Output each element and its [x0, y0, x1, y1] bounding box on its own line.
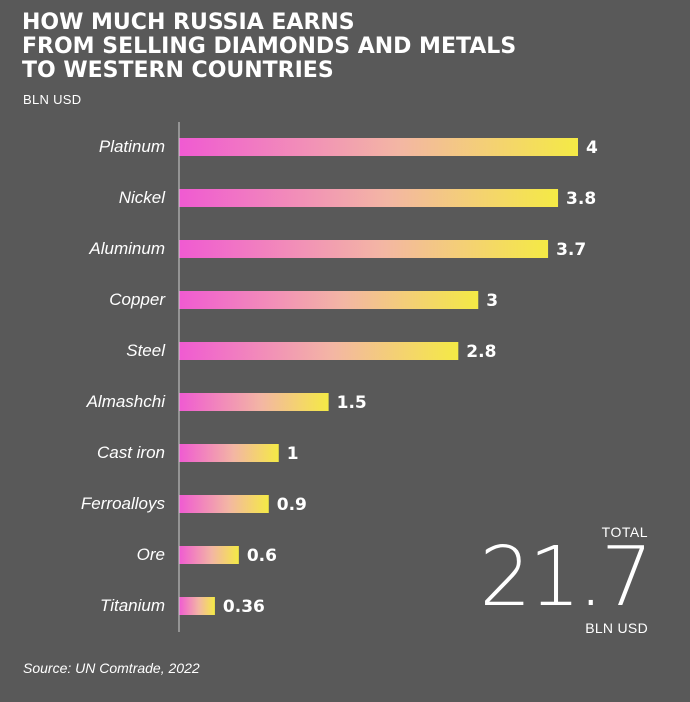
bar-nickel [179, 189, 559, 207]
category-label: Copper [109, 290, 166, 309]
chart-title: HOW MUCH RUSSIA EARNS FROM SELLING DIAMO… [22, 10, 517, 83]
bar-copper [179, 291, 479, 309]
category-label: Cast iron [97, 443, 165, 462]
category-label: Steel [126, 341, 166, 360]
category-label: Nickel [119, 188, 167, 207]
value-label: 0.36 [223, 597, 265, 617]
category-label: Ore [137, 545, 165, 564]
bar-cast-iron [179, 444, 279, 462]
bar-ferroalloys [179, 495, 269, 513]
total-label: TOTAL [601, 524, 648, 540]
value-label: 0.6 [247, 546, 277, 566]
category-label: Aluminum [88, 239, 165, 258]
bar-platinum [179, 138, 578, 156]
category-label: Ferroalloys [81, 494, 166, 513]
bar-titanium [179, 597, 215, 615]
value-label: 3.7 [556, 240, 586, 260]
category-label: Almashchi [86, 392, 167, 411]
value-label: 4 [586, 138, 598, 158]
value-label: 0.9 [277, 495, 307, 515]
bar-steel [179, 342, 459, 360]
value-label: 3.8 [566, 189, 596, 209]
value-label: 3 [486, 291, 498, 311]
total-value: 21.7 [479, 530, 653, 625]
category-label: Platinum [99, 137, 165, 156]
source-note: Source: UN Comtrade, 2022 [23, 660, 200, 676]
bar-aluminum [179, 240, 549, 258]
value-label: 2.8 [466, 342, 496, 362]
bar-ore [179, 546, 239, 564]
value-label: 1.5 [337, 393, 367, 413]
value-label: 1 [287, 444, 299, 464]
unit-label: BLN USD [23, 92, 82, 107]
bar-almashchi [179, 393, 329, 411]
total-unit: BLN USD [585, 620, 648, 636]
bars-layer: Platinum 4 Nickel 3.8 Aluminum 3.7 Copper 3 Stee… [81, 137, 598, 617]
category-label: Titanium [100, 596, 165, 615]
